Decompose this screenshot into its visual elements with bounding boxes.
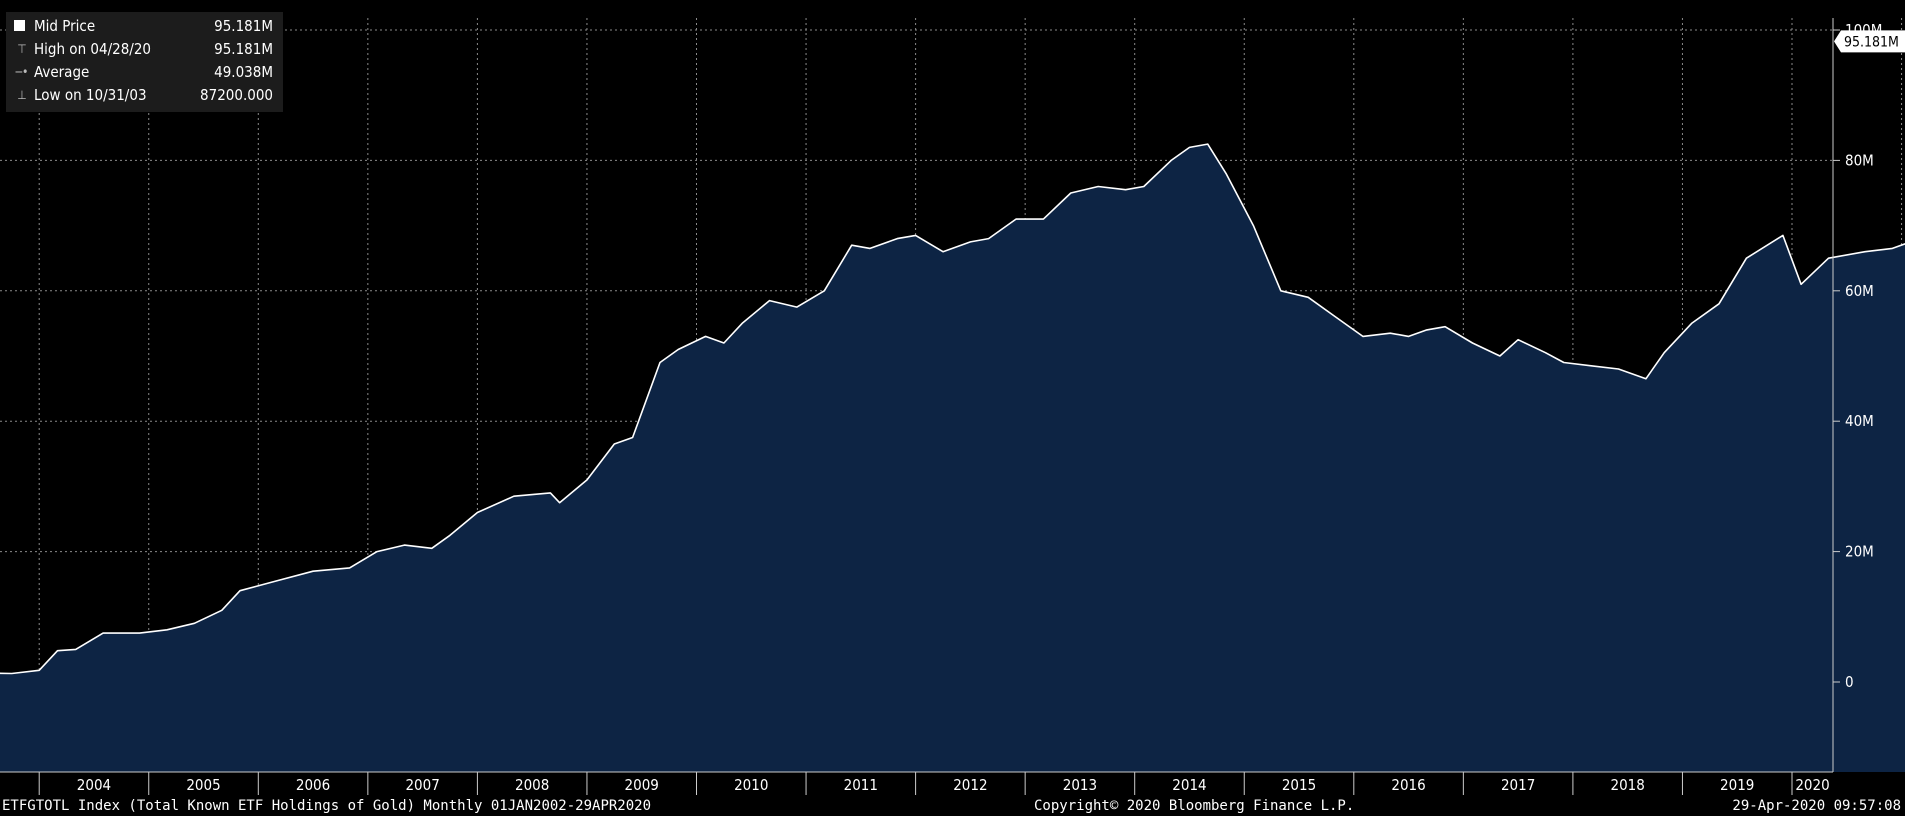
x-axis-band bbox=[0, 772, 1833, 795]
x-tick-label: 2010 bbox=[734, 776, 768, 794]
x-tick-label: 2019 bbox=[1720, 776, 1754, 794]
last-value-label: 95.181M bbox=[1844, 34, 1899, 50]
series-line bbox=[0, 143, 1905, 683]
legend-mid-price-label: Mid Price bbox=[34, 17, 96, 35]
legend-high: ⊤ High on 04/28/20 95.181M bbox=[6, 38, 283, 60]
legend-mid-price: Mid Price 95.181M bbox=[6, 15, 283, 37]
y-tick-label: 40M bbox=[1845, 412, 1874, 430]
legend-high-value: 95.181M bbox=[214, 40, 273, 58]
footer-copyright: Copyright© 2020 Bloomberg Finance L.P. bbox=[1034, 798, 1355, 814]
x-tick-label: 2012 bbox=[953, 776, 987, 794]
x-axis: 2004 2005 2006 2007 2008 2009 2010 2011 2012 2013… bbox=[0, 771, 1833, 795]
x-tick-label: 2011 bbox=[844, 776, 878, 794]
mid-price-swatch bbox=[14, 20, 25, 31]
footer-description: ETFGTOTL Index (Total Known ETF Holdings… bbox=[2, 798, 652, 814]
x-tick-label: 2006 bbox=[296, 776, 330, 794]
x-tick-label: 2017 bbox=[1501, 776, 1535, 794]
y-tick-label: 0 bbox=[1845, 673, 1854, 691]
y-tick-label: 20M bbox=[1845, 543, 1874, 561]
x-tick-label: 2007 bbox=[405, 776, 439, 794]
x-tick-label: 2016 bbox=[1391, 776, 1425, 794]
y-tick-label: 60M bbox=[1845, 282, 1874, 300]
y-tick-label: 80M bbox=[1845, 151, 1874, 169]
legend-low-label: Low on 10/31/03 bbox=[34, 86, 147, 104]
x-tick-label: 2009 bbox=[625, 776, 659, 794]
legend-average-value: 49.038M bbox=[214, 63, 273, 81]
last-value-box bbox=[1834, 30, 1905, 53]
marker-layer: 95.181M bbox=[1834, 30, 1905, 53]
high-marker-icon: ⊤ bbox=[17, 42, 27, 56]
area-layer bbox=[0, 143, 1905, 772]
x-tick-label: 2015 bbox=[1282, 776, 1316, 794]
legend-high-label: High on 04/28/20 bbox=[34, 40, 152, 58]
x-tick-label: 2020 bbox=[1795, 776, 1829, 794]
legend-mid-price-value: 95.181M bbox=[214, 17, 273, 35]
legend-low-value: 87200.000 bbox=[200, 86, 273, 104]
x-tick-label: 2013 bbox=[1063, 776, 1097, 794]
x-tick-label: 2008 bbox=[515, 776, 549, 794]
x-tick-label: 2005 bbox=[186, 776, 220, 794]
x-tick-label: 2014 bbox=[1172, 776, 1206, 794]
low-marker-icon: ⊥ bbox=[17, 88, 27, 102]
legend-average: ─• Average 49.038M bbox=[6, 61, 283, 83]
average-line-icon: ─• bbox=[15, 65, 29, 79]
footer: ETFGTOTL Index (Total Known ETF Holdings… bbox=[0, 796, 1905, 816]
x-tick-label: 2018 bbox=[1611, 776, 1645, 794]
legend: Mid Price 95.181M ⊤ High on 04/28/20 95.… bbox=[6, 12, 283, 112]
footer-timestamp: 29-Apr-2020 09:57:08 bbox=[1732, 798, 1901, 814]
series-area bbox=[0, 144, 1905, 772]
x-tick-label: 2004 bbox=[77, 776, 111, 794]
legend-average-label: Average bbox=[34, 63, 90, 81]
legend-low: ⊥ Low on 10/31/03 87200.000 bbox=[6, 84, 283, 106]
